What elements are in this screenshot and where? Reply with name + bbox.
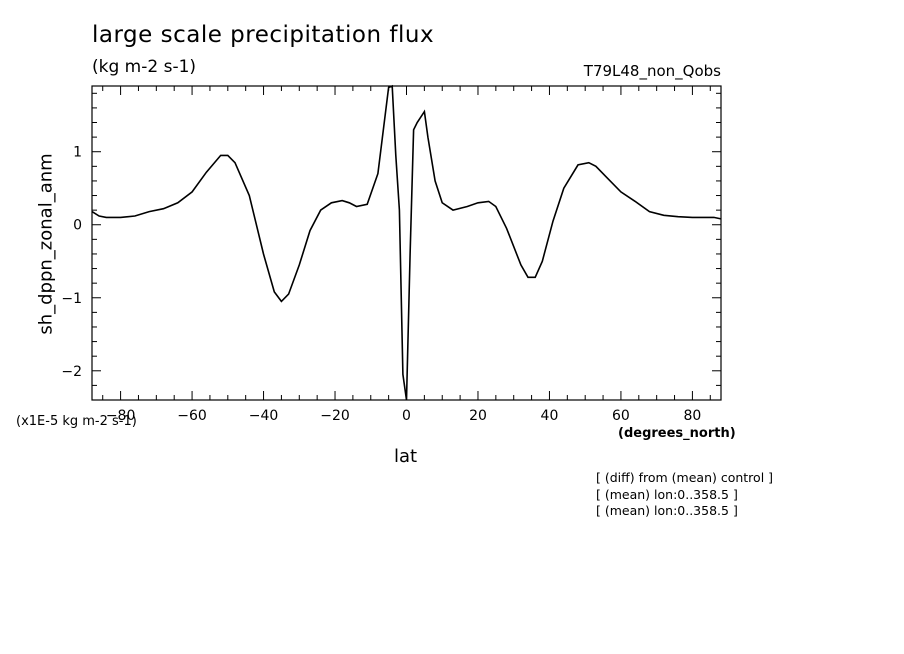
- note-mean-lon-2: [ (mean) lon:0..358.5 ]: [596, 503, 738, 518]
- x-tick-label: −60: [177, 408, 207, 424]
- axis-tick-labels: −80 −60 −40 −20 0 20 40 60 80 −2 −1 0 1: [61, 145, 701, 424]
- series-line: [91, 84, 722, 401]
- y-tick-label: 1: [73, 145, 82, 161]
- y-tick-label: −2: [61, 364, 82, 380]
- chart-title: large scale precipitation flux: [92, 22, 435, 48]
- note-diff: [ (diff) from (mean) control ]: [596, 470, 774, 485]
- y-tick-label: 0: [73, 218, 82, 234]
- x-unit-label: (degrees_north): [618, 426, 736, 441]
- x-axis-label: lat: [394, 446, 418, 467]
- x-tick-label: 40: [541, 408, 559, 424]
- note-mean-lon-1: [ (mean) lon:0..358.5 ]: [596, 487, 738, 502]
- chart-units: (kg m-2 s-1): [92, 57, 197, 77]
- run-label: T79L48_non_Qobs: [583, 62, 721, 80]
- x-tick-label: −80: [106, 408, 136, 424]
- plot-frame: [91, 85, 722, 401]
- y-tick-label: −1: [61, 291, 82, 307]
- x-tick-label: 80: [683, 408, 701, 424]
- x-tick-label: 0: [402, 408, 411, 424]
- x-tick-label: 60: [612, 408, 630, 424]
- y-scale-label: (x1E-5 kg m-2 s-1): [16, 414, 137, 429]
- y-axis-label: sh_dppn_zonal_anm: [35, 153, 57, 335]
- x-tick-label: −20: [320, 408, 350, 424]
- x-tick-label: 20: [469, 408, 487, 424]
- x-tick-label: −40: [249, 408, 279, 424]
- axis-ticks: [92, 86, 721, 401]
